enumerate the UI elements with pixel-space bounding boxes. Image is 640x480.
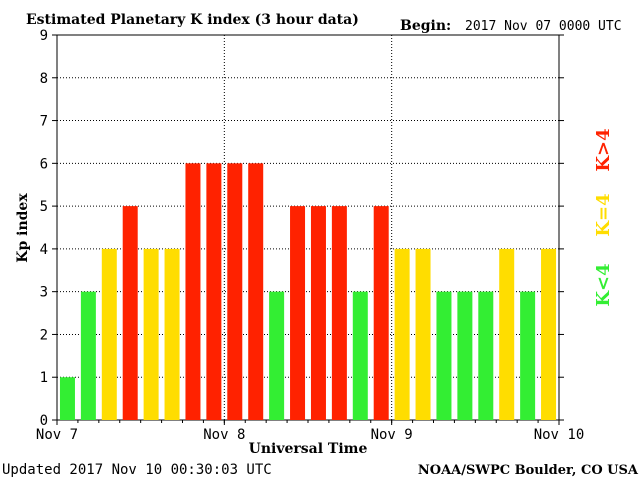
legend-high: K>4 — [593, 128, 614, 171]
kp-bar — [415, 248, 431, 420]
x-tick-label: Nov 8 — [203, 427, 245, 443]
chart-title: Estimated Planetary K index (3 hour data… — [26, 12, 359, 28]
y-tick-label: 3 — [40, 285, 48, 301]
credit-text: NOAA/SWPC Boulder, CO USA — [418, 463, 639, 478]
y-tick-label: 2 — [40, 327, 48, 343]
plot-area — [56, 34, 560, 421]
y-tick-label: 7 — [40, 114, 48, 130]
kp-bar — [143, 248, 159, 420]
kp-bar — [227, 163, 243, 421]
x-tick-label: Nov 10 — [534, 427, 585, 443]
kp-bar — [478, 291, 494, 420]
y-tick-label: 8 — [40, 71, 48, 87]
kp-bar — [373, 206, 389, 420]
kp-bar — [101, 248, 117, 420]
x-axis-ticks: Nov 7 Nov 8 Nov 9 Nov 10 — [36, 420, 584, 443]
kp-bar — [310, 206, 326, 420]
x-axis-label: Universal Time — [249, 441, 368, 457]
kp-bar — [520, 291, 536, 420]
begin-label: Begin: — [400, 18, 451, 34]
kp-bar — [436, 291, 452, 420]
kp-bar — [122, 206, 138, 420]
kp-bar — [331, 206, 347, 420]
kp-bar — [290, 206, 306, 420]
kp-bar — [499, 248, 515, 420]
kp-bar — [248, 163, 264, 421]
y-axis-label: Kp index — [15, 193, 31, 263]
kp-bar — [80, 291, 96, 420]
y-tick-label: 9 — [40, 28, 48, 44]
legend-equal: K=4 — [593, 193, 614, 236]
kp-bar — [352, 291, 368, 420]
grid-lines — [57, 35, 559, 420]
kp-bar — [206, 163, 222, 421]
kp-bar — [164, 248, 180, 420]
updated-timestamp: Updated 2017 Nov 10 00:30:03 UTC — [2, 462, 272, 478]
kp-bar — [269, 291, 285, 420]
kp-bar — [185, 163, 201, 421]
y-tick-label: 6 — [40, 156, 48, 172]
kp-bar — [541, 248, 557, 420]
begin-value: 2017 Nov 07 0000 UTC — [465, 19, 622, 34]
y-tick-label: 1 — [40, 370, 48, 386]
y-tick-label: 4 — [40, 242, 48, 258]
y-axis-ticks: 0 1 2 3 4 5 6 7 8 9 — [40, 28, 564, 429]
kp-bar — [394, 248, 410, 420]
y-tick-label: 0 — [40, 413, 48, 429]
bars — [59, 163, 557, 421]
x-tick-label: Nov 9 — [371, 427, 413, 443]
kp-bar — [59, 377, 75, 420]
kp-bar — [457, 291, 473, 420]
legend-low: K<4 — [593, 263, 614, 306]
y-tick-label: 5 — [40, 199, 48, 215]
x-tick-label: Nov 7 — [36, 427, 78, 443]
